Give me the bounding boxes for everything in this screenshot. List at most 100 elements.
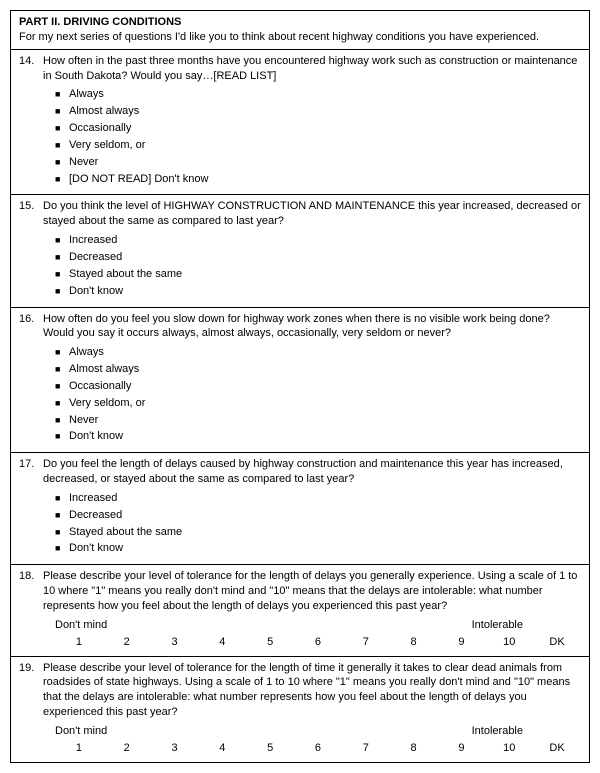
question-text: Please describe your level of tolerance …: [43, 569, 581, 614]
question-text: Do you feel the length of delays caused …: [43, 457, 581, 487]
question-number: 18.: [19, 569, 43, 649]
scale-numbers: 1 2 3 4 5 6 7 8 9 10 DK: [55, 635, 581, 650]
option-item: ■Don't know: [55, 541, 581, 556]
option-label: [DO NOT READ] Don't know: [69, 172, 208, 187]
option-item: ■Never: [55, 413, 581, 428]
survey-page: PART II. DRIVING CONDITIONS For my next …: [10, 10, 590, 763]
question-14: 14. How often in the past three months h…: [11, 50, 589, 196]
option-label: Increased: [69, 491, 117, 506]
option-item: ■Always: [55, 87, 581, 102]
option-item: ■Increased: [55, 491, 581, 506]
scale-value: 9: [438, 635, 486, 650]
option-item: ■Stayed about the same: [55, 267, 581, 282]
scale-value: 4: [198, 635, 246, 650]
question-19: 19. Please describe your level of tolera…: [11, 657, 589, 762]
option-list: ■Increased ■Decreased ■Stayed about the …: [55, 233, 581, 298]
section-header: PART II. DRIVING CONDITIONS For my next …: [11, 11, 589, 50]
bullet-icon: ■: [55, 104, 69, 118]
scale-value: 6: [294, 635, 342, 650]
bullet-icon: ■: [55, 87, 69, 101]
scale-value: 6: [294, 741, 342, 756]
option-label: Very seldom, or: [69, 396, 145, 411]
option-label: Decreased: [69, 508, 122, 523]
question-text: How often in the past three months have …: [43, 54, 581, 84]
option-item: ■Don't know: [55, 429, 581, 444]
option-item: ■Almost always: [55, 362, 581, 377]
option-item: ■Never: [55, 155, 581, 170]
bullet-icon: ■: [55, 508, 69, 522]
option-label: Decreased: [69, 250, 122, 265]
option-label: Always: [69, 87, 104, 102]
scale-value: DK: [533, 741, 581, 756]
scale-value: 10: [485, 741, 533, 756]
bullet-icon: ■: [55, 525, 69, 539]
option-label: Occasionally: [69, 379, 131, 394]
option-item: ■Stayed about the same: [55, 525, 581, 540]
option-item: ■Occasionally: [55, 121, 581, 136]
scale-label-right: Intolerable: [472, 618, 523, 633]
scale-label-right: Intolerable: [472, 724, 523, 739]
question-15: 15. Do you think the level of HIGHWAY CO…: [11, 195, 589, 307]
option-item: ■Always: [55, 345, 581, 360]
scale-value: 10: [485, 635, 533, 650]
scale-labels: Don't mind Intolerable: [55, 618, 581, 633]
question-number: 15.: [19, 199, 43, 300]
option-label: Never: [69, 155, 98, 170]
question-text: How often do you feel you slow down for …: [43, 312, 581, 342]
option-item: ■Very seldom, or: [55, 138, 581, 153]
question-number: 19.: [19, 661, 43, 756]
option-item: ■Don't know: [55, 284, 581, 299]
scale-value: 7: [342, 635, 390, 650]
section-intro: For my next series of questions I'd like…: [19, 30, 581, 45]
scale-value: 2: [103, 635, 151, 650]
bullet-icon: ■: [55, 284, 69, 298]
option-item: ■Decreased: [55, 508, 581, 523]
scale-value: 2: [103, 741, 151, 756]
option-label: Don't know: [69, 429, 123, 444]
bullet-icon: ■: [55, 155, 69, 169]
option-label: Almost always: [69, 104, 139, 119]
scale-numbers: 1 2 3 4 5 6 7 8 9 10 DK: [55, 741, 581, 756]
option-label: Occasionally: [69, 121, 131, 136]
bullet-icon: ■: [55, 491, 69, 505]
option-item: ■Decreased: [55, 250, 581, 265]
scale-value: 1: [55, 635, 103, 650]
scale-value: 3: [151, 635, 199, 650]
option-label: Very seldom, or: [69, 138, 145, 153]
scale-value: 9: [438, 741, 486, 756]
question-text: Please describe your level of tolerance …: [43, 661, 581, 720]
question-text: Do you think the level of HIGHWAY CONSTR…: [43, 199, 581, 229]
bullet-icon: ■: [55, 121, 69, 135]
scale-label-left: Don't mind: [55, 724, 107, 739]
question-16: 16. How often do you feel you slow down …: [11, 308, 589, 454]
scale-value: 5: [246, 741, 294, 756]
bullet-icon: ■: [55, 396, 69, 410]
scale-label-left: Don't mind: [55, 618, 107, 633]
option-label: Almost always: [69, 362, 139, 377]
option-label: Increased: [69, 233, 117, 248]
scale-value: 8: [390, 741, 438, 756]
bullet-icon: ■: [55, 429, 69, 443]
option-label: Don't know: [69, 541, 123, 556]
option-item: ■Almost always: [55, 104, 581, 119]
bullet-icon: ■: [55, 362, 69, 376]
bullet-icon: ■: [55, 172, 69, 186]
question-number: 17.: [19, 457, 43, 558]
question-17: 17. Do you feel the length of delays cau…: [11, 453, 589, 565]
option-item: ■Increased: [55, 233, 581, 248]
bullet-icon: ■: [55, 233, 69, 247]
bullet-icon: ■: [55, 138, 69, 152]
part-title: PART II. DRIVING CONDITIONS: [19, 15, 581, 30]
option-label: Stayed about the same: [69, 525, 182, 540]
scale-value: 8: [390, 635, 438, 650]
option-item: ■[DO NOT READ] Don't know: [55, 172, 581, 187]
bullet-icon: ■: [55, 345, 69, 359]
option-list: ■Always ■Almost always ■Occasionally ■Ve…: [55, 345, 581, 444]
option-label: Never: [69, 413, 98, 428]
scale-value: 3: [151, 741, 199, 756]
option-list: ■Increased ■Decreased ■Stayed about the …: [55, 491, 581, 556]
bullet-icon: ■: [55, 267, 69, 281]
option-item: ■Occasionally: [55, 379, 581, 394]
option-list: ■Always ■Almost always ■Occasionally ■Ve…: [55, 87, 581, 186]
option-label: Don't know: [69, 284, 123, 299]
